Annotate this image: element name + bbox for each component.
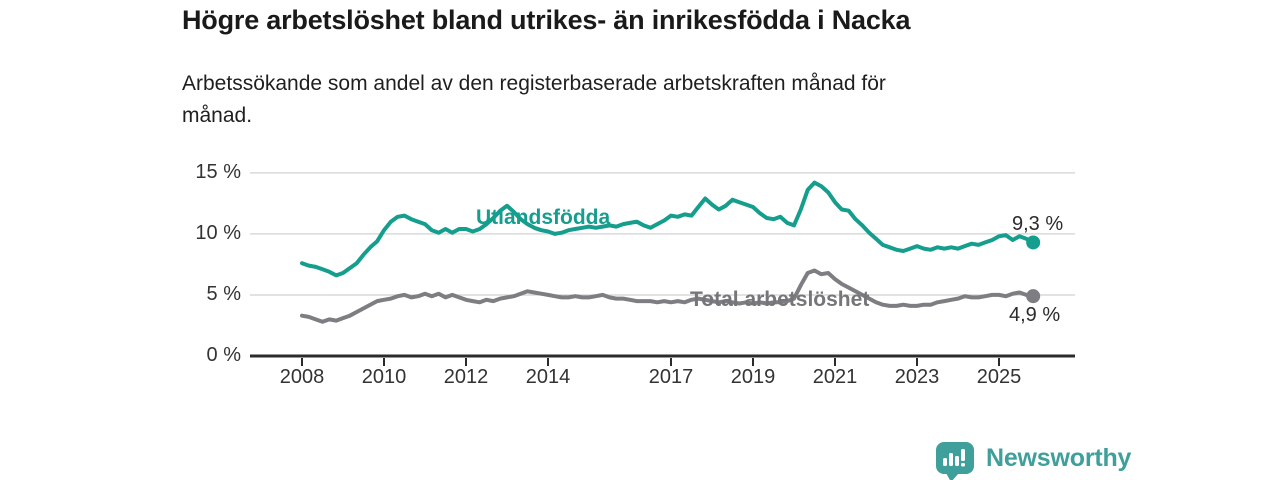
- x-tick-label: 2014: [525, 366, 571, 388]
- chart-subtitle-line1: Arbetssökande som andel av den registerb…: [182, 72, 886, 95]
- y-tick-label: 15 %: [195, 160, 241, 183]
- newsworthy-logo: Newsworthy: [936, 442, 1276, 480]
- end-value-label-utlandsfodda: 9,3 %: [1012, 213, 1064, 235]
- series-end-dot-0: [1026, 235, 1041, 250]
- brand-name: Newsworthy: [986, 444, 1132, 472]
- x-tick-label: 2017: [648, 366, 694, 388]
- x-tick-label: 2012: [443, 366, 489, 388]
- x-tick-label: 2019: [730, 366, 776, 388]
- series-label-utlandsfodda: Utlandsfödda: [476, 206, 611, 229]
- x-tick-label: 2025: [976, 366, 1022, 388]
- end-value-label-total: 4,9 %: [1009, 304, 1061, 326]
- x-tick-label: 2008: [279, 366, 325, 388]
- x-tick-label: 2010: [361, 366, 407, 388]
- y-tick-label: 5 %: [206, 282, 241, 305]
- chart-subtitle: Arbetssökande som andel av den registerb…: [182, 68, 1082, 132]
- x-tick-label: 2021: [812, 366, 858, 388]
- series-line-0: [300, 180, 1036, 278]
- x-tick-label: 2023: [894, 366, 940, 388]
- series-label-total-arbetsloshet: Total arbetslöshet: [690, 288, 870, 311]
- y-tick-label: 0 %: [206, 344, 241, 366]
- chart-subtitle-line2: månad.: [182, 104, 253, 127]
- page-title: Högre arbetslöshet bland utrikes- än inr…: [182, 5, 911, 35]
- series-line-1: [300, 268, 1036, 324]
- bar-chart-icon: [943, 449, 965, 467]
- logo-bubble-tail: [946, 473, 959, 480]
- series-end-dot-1: [1026, 289, 1041, 304]
- logo-bubble: [936, 442, 974, 480]
- y-tick-label: 10 %: [195, 221, 241, 244]
